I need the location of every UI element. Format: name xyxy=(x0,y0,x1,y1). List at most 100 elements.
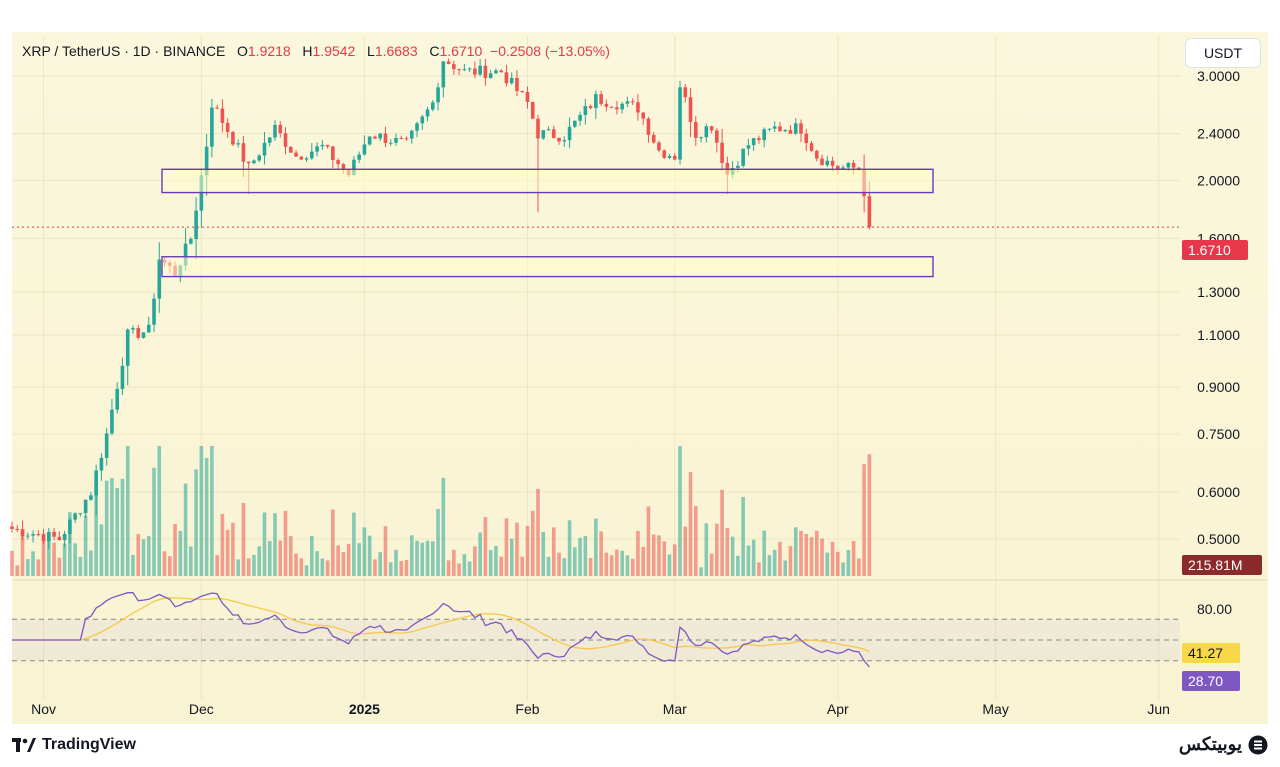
candle-body xyxy=(288,146,293,153)
volume-bar xyxy=(683,526,688,576)
candle-body xyxy=(567,126,572,141)
volume-bar xyxy=(799,530,803,576)
candle-body xyxy=(594,94,598,109)
candle-body xyxy=(73,513,77,520)
volume-bar xyxy=(457,563,461,576)
price-tag: 1.6710 xyxy=(1182,240,1248,260)
volume-bar xyxy=(604,552,609,576)
candle-body xyxy=(331,146,335,161)
x-tick-label: Feb xyxy=(515,701,539,717)
volume-bar xyxy=(494,545,498,576)
candle-body xyxy=(394,137,398,143)
candle-body xyxy=(530,101,535,119)
volume-bar xyxy=(20,532,25,576)
support-zone xyxy=(161,168,934,194)
volume-bar xyxy=(741,496,745,576)
candle-body xyxy=(373,136,377,139)
volume-bar xyxy=(10,550,14,576)
volume-bar xyxy=(204,457,209,576)
candle-body xyxy=(225,122,230,132)
volume-bar xyxy=(751,539,756,576)
candle-body xyxy=(846,162,851,168)
tradingview-logo[interactable]: TradingView xyxy=(12,736,136,754)
candle-body xyxy=(672,155,677,160)
volume-bar xyxy=(446,560,451,576)
candle-body xyxy=(315,146,319,152)
candle-body xyxy=(78,513,83,515)
volume-bar xyxy=(310,535,314,576)
volume-bar xyxy=(304,565,309,576)
volume-bar xyxy=(551,527,556,576)
volume-bar xyxy=(778,541,782,576)
volume-bar xyxy=(504,518,509,576)
volume-bar xyxy=(252,554,256,576)
volume-bar xyxy=(709,553,714,576)
candle-body xyxy=(10,526,14,529)
volume-bar xyxy=(599,531,603,576)
volume-bar xyxy=(278,540,283,576)
volume-bar xyxy=(83,515,88,576)
volume-bar xyxy=(483,517,488,576)
volume-bar xyxy=(320,558,325,576)
candle-body xyxy=(746,145,751,149)
volume-bar xyxy=(257,546,262,576)
candle-body xyxy=(551,129,556,138)
volume-bar xyxy=(52,542,56,576)
candle-body xyxy=(657,142,661,151)
volume-bar xyxy=(767,555,772,576)
volume-bar xyxy=(851,541,856,576)
tradingview-label: TradingView xyxy=(42,736,136,753)
candle-body xyxy=(620,103,624,110)
candle-body xyxy=(62,533,67,541)
volume-bar xyxy=(352,512,356,576)
candle-body xyxy=(867,196,872,228)
volume-bar xyxy=(615,549,619,576)
candle-body xyxy=(683,87,688,98)
candle-body xyxy=(804,133,809,144)
volume-bar xyxy=(367,535,372,576)
candle-body xyxy=(47,531,51,542)
volume-bar xyxy=(783,560,788,576)
volume-bar xyxy=(62,543,67,576)
candle-body xyxy=(799,123,803,134)
candle-body xyxy=(283,133,288,147)
volume-bar xyxy=(662,541,667,576)
volume-bar xyxy=(867,454,872,576)
candle-body xyxy=(830,160,835,166)
volume-bar xyxy=(15,565,20,576)
volume-bar xyxy=(404,559,409,576)
volume-bar xyxy=(136,534,141,576)
candle-body xyxy=(678,87,682,160)
candle-body xyxy=(131,328,135,330)
candle-body xyxy=(757,138,761,141)
candle-body xyxy=(662,150,667,158)
candle-body xyxy=(467,68,472,70)
candle-body xyxy=(241,143,246,162)
volume-bar xyxy=(646,506,651,576)
candle-body xyxy=(189,239,193,244)
candle-body xyxy=(694,121,698,138)
volume-bar xyxy=(636,530,640,576)
volume-bar xyxy=(68,512,72,576)
candle-body xyxy=(231,131,235,145)
y-tick-label: 0.7500 xyxy=(1197,426,1240,442)
currency-button[interactable]: USDT xyxy=(1185,38,1261,68)
candle-body xyxy=(857,167,861,170)
volume-bar xyxy=(730,536,735,576)
volume-bar xyxy=(694,506,698,576)
volume-bar xyxy=(667,554,672,576)
candle-body xyxy=(152,298,156,325)
volume-bar xyxy=(509,538,514,576)
volume-bar xyxy=(36,559,41,576)
volume-bar xyxy=(236,559,240,576)
volume-bar xyxy=(120,478,125,576)
volume-bar xyxy=(294,553,298,576)
volume-bar xyxy=(857,558,861,576)
volume-bar xyxy=(425,540,430,576)
volume-bar xyxy=(283,510,288,576)
candle-body xyxy=(83,499,88,514)
volume-bar xyxy=(399,560,404,576)
volume-bar xyxy=(736,555,740,576)
high-label: H xyxy=(302,43,313,59)
